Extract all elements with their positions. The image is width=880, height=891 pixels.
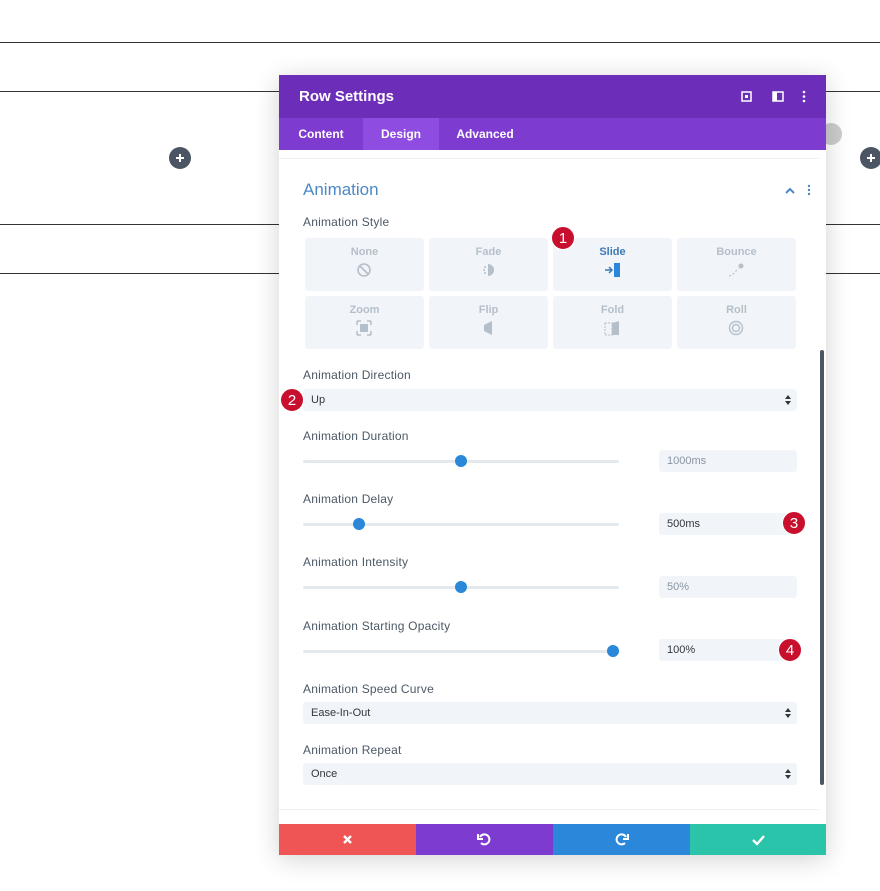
style-option[interactable]: Fold bbox=[553, 296, 672, 349]
style-option-active[interactable]: Slide bbox=[553, 238, 672, 291]
style-option[interactable]: Zoom bbox=[305, 296, 424, 349]
text-input[interactable]: 50% bbox=[659, 576, 797, 598]
discard-button[interactable] bbox=[279, 824, 416, 855]
tab-bar: Content Design Advanced bbox=[279, 118, 826, 150]
style-option[interactable]: Fade bbox=[429, 238, 548, 291]
select[interactable]: Once bbox=[303, 763, 797, 785]
option-label: Roll bbox=[726, 304, 747, 316]
modal-title: Row Settings bbox=[299, 88, 395, 105]
slider-handle[interactable] bbox=[455, 455, 467, 467]
section-icons[interactable] bbox=[784, 183, 814, 197]
slider-handle[interactable] bbox=[607, 645, 619, 657]
modal-header: Row Settings bbox=[279, 75, 826, 118]
step-badge: 4 bbox=[778, 638, 802, 662]
redo-button[interactable] bbox=[553, 824, 690, 855]
undo-button[interactable] bbox=[416, 824, 553, 855]
section-title[interactable]: Animation bbox=[303, 180, 379, 199]
style-option[interactable]: Bounce bbox=[677, 238, 796, 291]
option-label: Slide bbox=[599, 246, 626, 258]
option-label: Bounce bbox=[716, 246, 757, 258]
header-icons[interactable] bbox=[741, 90, 821, 104]
field-label: Animation Repeat bbox=[303, 743, 402, 757]
option-label: Zoom bbox=[349, 304, 380, 316]
save-button[interactable] bbox=[690, 824, 826, 855]
select-value: Ease-In-Out bbox=[311, 707, 371, 719]
field-label: Animation Speed Curve bbox=[303, 682, 434, 696]
option-label: Flip bbox=[478, 304, 499, 316]
slider-handle[interactable] bbox=[353, 518, 365, 530]
field-label: Animation Duration bbox=[303, 429, 409, 443]
settings-modal: Row Settings Content Design Advanced Ani… bbox=[279, 75, 826, 855]
step-badge: 3 bbox=[782, 511, 806, 535]
tab[interactable]: Content bbox=[298, 127, 344, 141]
select[interactable]: Up bbox=[303, 389, 797, 411]
select[interactable]: Ease-In-Out bbox=[303, 702, 797, 724]
separator bbox=[279, 809, 819, 810]
text-input[interactable]: 500ms bbox=[659, 513, 797, 535]
separator bbox=[279, 158, 819, 159]
style-option[interactable]: Flip bbox=[429, 296, 548, 349]
tab-active[interactable]: Design bbox=[363, 118, 439, 150]
style-option[interactable]: None bbox=[305, 238, 424, 291]
field-label: Animation Style bbox=[303, 215, 390, 229]
step-badge: 2 bbox=[280, 388, 304, 412]
scrollbar[interactable] bbox=[820, 350, 824, 785]
field-label: Animation Delay bbox=[303, 492, 394, 506]
field-label: Animation Intensity bbox=[303, 555, 409, 569]
select-value: Up bbox=[311, 394, 326, 406]
slider-track[interactable] bbox=[303, 650, 619, 653]
option-label: Fade bbox=[475, 246, 502, 258]
add-button[interactable] bbox=[169, 147, 191, 169]
field-label: Animation Direction bbox=[303, 368, 411, 382]
slider-track[interactable] bbox=[303, 523, 619, 526]
text-input[interactable]: 100% bbox=[659, 639, 797, 661]
field-label: Animation Starting Opacity bbox=[303, 619, 451, 633]
option-label: Fold bbox=[600, 304, 625, 316]
slider-handle[interactable] bbox=[455, 581, 467, 593]
step-badge: 1 bbox=[551, 226, 575, 250]
select-value: Once bbox=[311, 768, 338, 780]
option-label: None bbox=[350, 246, 379, 258]
text-input[interactable]: 1000ms bbox=[659, 450, 797, 472]
divider bbox=[0, 42, 880, 43]
add-button[interactable] bbox=[860, 147, 880, 169]
style-option[interactable]: Roll bbox=[677, 296, 796, 349]
tab[interactable]: Advanced bbox=[456, 127, 514, 141]
